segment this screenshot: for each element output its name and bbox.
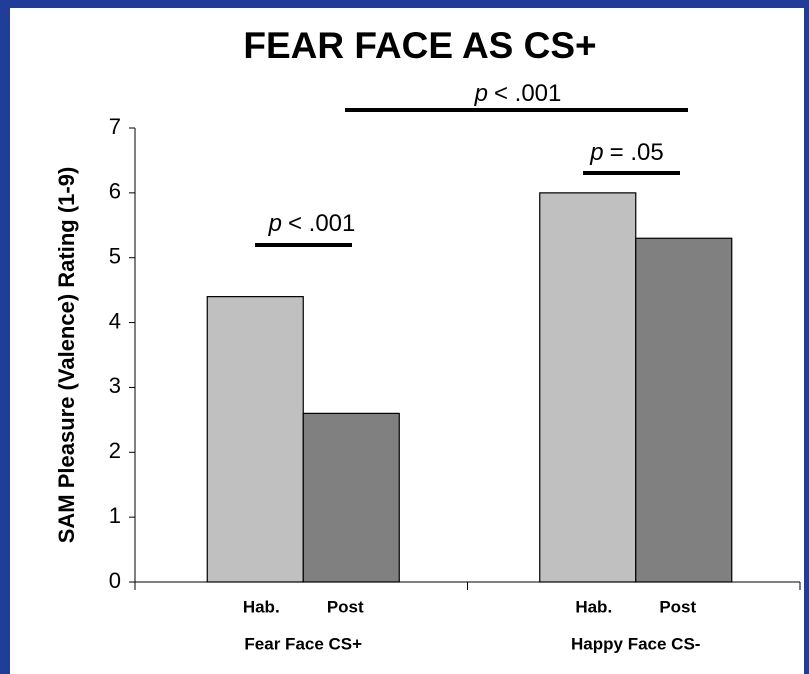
y-tick-label: 0 (109, 568, 121, 593)
y-tick-label: 7 (109, 114, 121, 139)
series-label: Hab. (575, 597, 612, 616)
bar (635, 237, 733, 583)
annotation: p < .001 (474, 80, 562, 107)
y-axis-label: SAM Pleasure (Valence) Rating (1-9) (54, 167, 79, 544)
annotation-text: = .05 (610, 139, 664, 166)
series-label: Hab. (243, 597, 280, 616)
bar (539, 192, 637, 583)
series-label: Post (327, 597, 364, 616)
series-label: Post (659, 597, 696, 616)
y-tick-label: 4 (109, 308, 121, 333)
x-category-label: Fear Face CS+ (244, 634, 362, 653)
bar (206, 296, 304, 583)
annotation-text: < .001 (288, 210, 355, 237)
x-category-label: Happy Face CS- (571, 634, 700, 653)
annotation-text: < .001 (494, 80, 561, 107)
annotation-stat: p (589, 139, 603, 166)
annotation-stat: p (474, 80, 488, 107)
annotation: p = .05 (589, 139, 663, 166)
chart-title: FEAR FACE AS CS+ (243, 25, 596, 66)
annotation-stat: p (268, 210, 282, 237)
y-tick-label: 5 (109, 244, 121, 269)
bar (302, 412, 400, 583)
annotation: p < .001 (268, 210, 356, 237)
y-tick-label: 3 (109, 373, 121, 398)
y-tick-label: 2 (109, 438, 121, 463)
y-tick-label: 6 (109, 179, 121, 204)
y-tick-label: 1 (109, 503, 121, 528)
